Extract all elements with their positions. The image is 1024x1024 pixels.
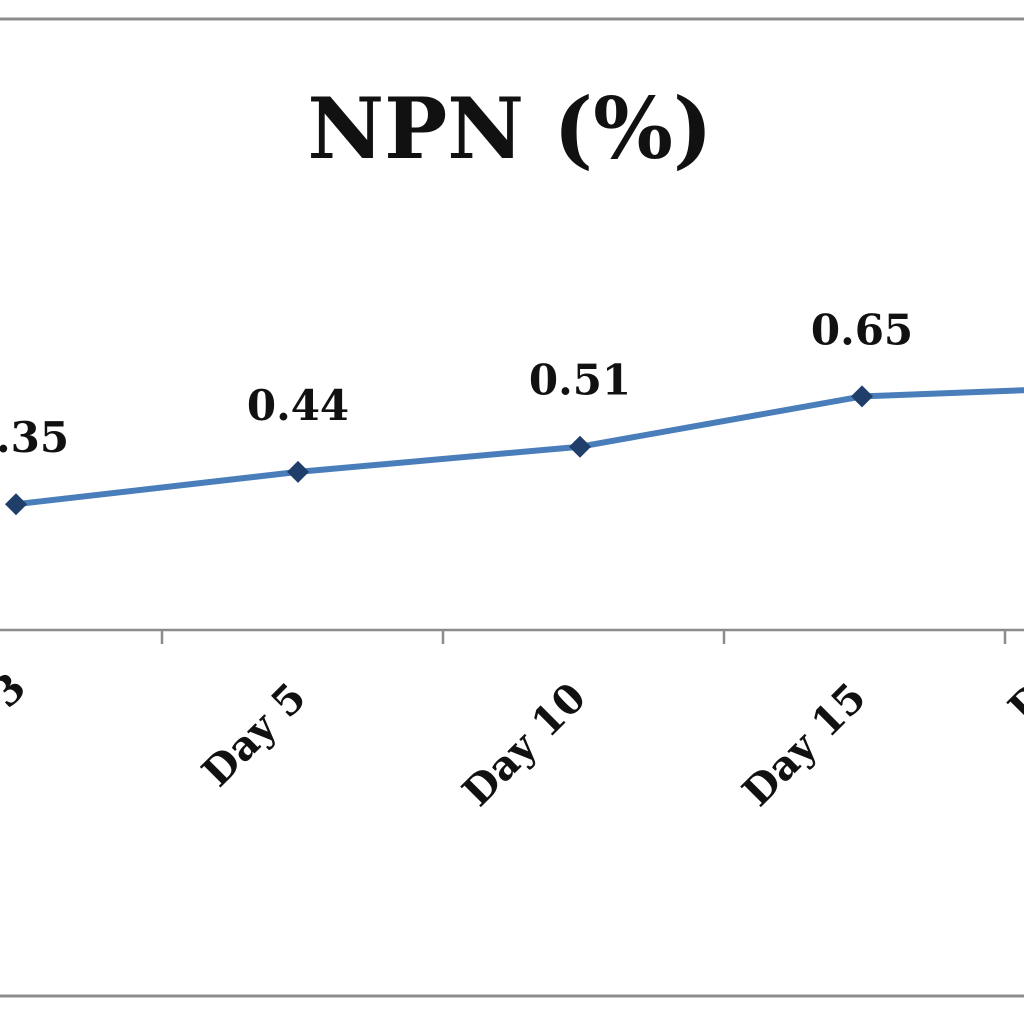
x-tick-label: Day 10	[453, 674, 595, 816]
x-tick-label: Day 15	[733, 674, 875, 816]
data-point-marker	[5, 493, 27, 516]
series-line	[13, 387, 1024, 508]
data-labels: .35 0.44 0.51 0.65	[0, 305, 913, 462]
series-markers	[5, 385, 873, 516]
x-axis-ticks	[160, 630, 1007, 644]
data-label: 0.44	[247, 381, 349, 430]
data-point-marker	[569, 435, 591, 458]
x-axis-tick-labels: 3 Day 5 Day 10 Day 15 D	[0, 664, 1024, 816]
x-tick-label: Day 5	[193, 674, 315, 796]
data-label: 0.51	[529, 356, 631, 405]
series-line-layer	[13, 387, 1024, 508]
data-label: 0.65	[811, 305, 913, 354]
x-tick-label: D	[999, 674, 1024, 732]
data-point-marker	[287, 460, 309, 483]
x-tick-label: 3	[0, 664, 35, 717]
data-label: .35	[0, 413, 69, 462]
chart-title: NPN (%)	[307, 79, 712, 178]
data-point-marker	[851, 385, 873, 408]
